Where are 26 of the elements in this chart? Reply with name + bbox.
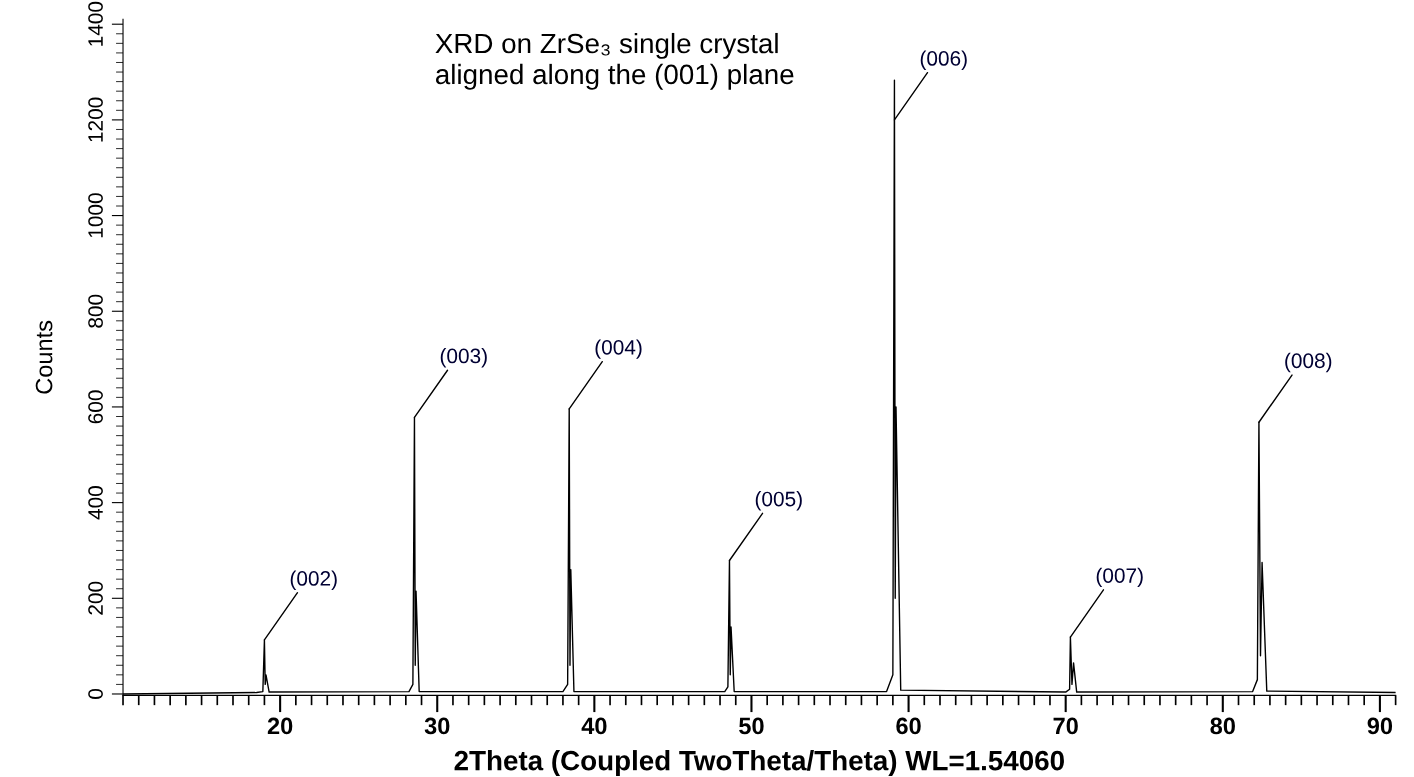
x-axis-title: 2Theta (Coupled TwoTheta/Theta) WL=1.54060 [454,750,1064,776]
x-tick-label: 80 [1210,717,1235,735]
x-tick-label: 60 [896,717,921,735]
annotation: (004) [595,339,642,359]
y-tick-label: 600 [88,390,103,424]
y-tick-label: 200 [88,581,103,615]
x-tick-label: 50 [739,717,764,735]
annotation: (005) [755,491,802,511]
y-tick-label: 0 [88,689,103,699]
x-tick-label: 20 [267,717,293,735]
y-tick-label: 800 [88,294,103,328]
y-tick-label: 1400 [88,1,103,46]
annotation: (002) [290,570,337,590]
x-tick-label: 70 [1053,717,1078,735]
annotation: (007) [1096,567,1143,588]
annotation: (003) [440,348,487,368]
annotation: (008) [1285,352,1332,373]
y-tick-label: 1000 [88,193,103,238]
x-tick-label: 90 [1367,717,1393,735]
annotation: (006) [920,50,967,70]
y-tick-label: 400 [88,486,103,520]
y-axis-title: Counts [35,320,53,394]
x-tick-label: 30 [424,717,450,735]
text: XRD on ZrSe₃ single crystal aligned along the (001) plane [435,32,794,90]
y-tick-label: 1200 [88,97,103,142]
x-tick-label: 40 [581,717,607,735]
